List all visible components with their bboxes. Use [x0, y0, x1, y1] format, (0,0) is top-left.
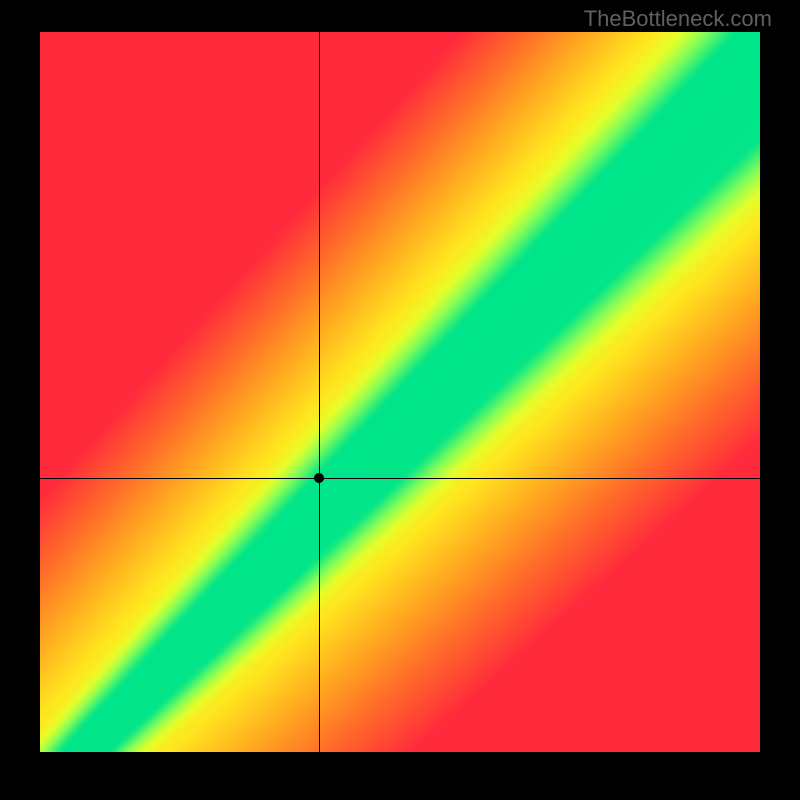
watermark-text: TheBottleneck.com — [584, 6, 772, 32]
crosshair-vertical — [319, 32, 320, 752]
selection-marker — [314, 473, 324, 483]
crosshair-horizontal — [40, 478, 760, 479]
bottleneck-heatmap — [40, 32, 760, 752]
heatmap-canvas — [40, 32, 760, 752]
